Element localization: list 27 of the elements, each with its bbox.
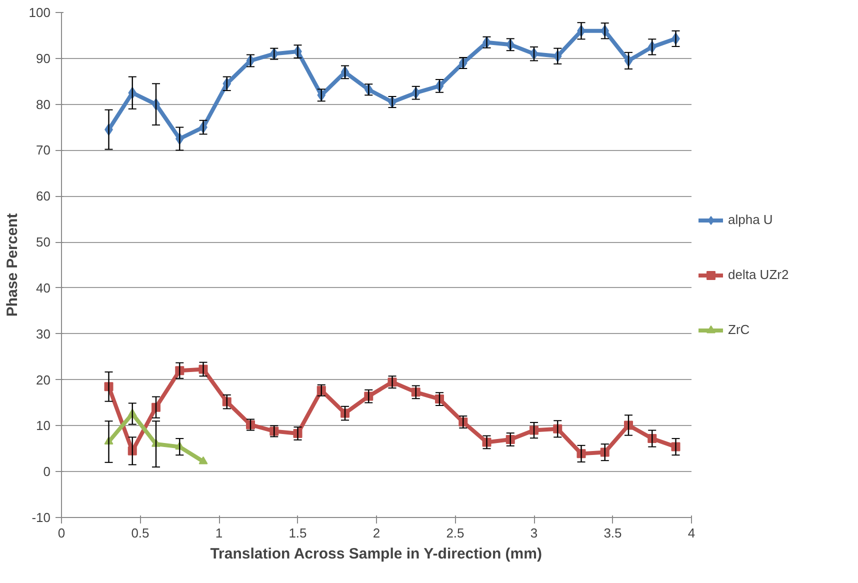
y-tick-label: 50 [36,234,51,250]
x-tick-label: 0 [58,526,66,540]
y-tick-label: 0 [43,464,51,480]
y-axis-title: Phase Percent [4,213,21,317]
x-tick-label: 4 [688,526,696,540]
x-tick-label: 1 [215,526,223,540]
x-tick-label: 1.5 [288,526,307,540]
x-tick-label: 2 [372,526,380,540]
x-axis-title: Translation Across Sample in Y-direction (mm) [210,546,542,562]
y-tick-label: 40 [36,280,51,296]
y-tick-label: 20 [36,372,51,388]
x-tick-label: 0.5 [131,526,150,540]
y-tick-label: -10 [32,510,51,525]
legend-label: delta UZr2 [728,267,789,282]
x-tick-label: 2.5 [446,526,464,540]
y-tick-label: 70 [36,142,51,158]
legend-label: ZrC [728,322,750,337]
y-tick-label: 100 [28,5,51,20]
point [198,456,208,464]
y-tick-label: 80 [36,96,51,112]
y-tick-label: 60 [36,188,51,204]
legend-label: alpha U [728,212,773,227]
y-tick-label: 90 [36,50,51,66]
y-tick-label: 10 [36,418,51,434]
y-tick-label: 30 [36,326,51,342]
x-tick-label: 3.5 [604,526,622,540]
x-tick-label: 3 [530,526,538,540]
